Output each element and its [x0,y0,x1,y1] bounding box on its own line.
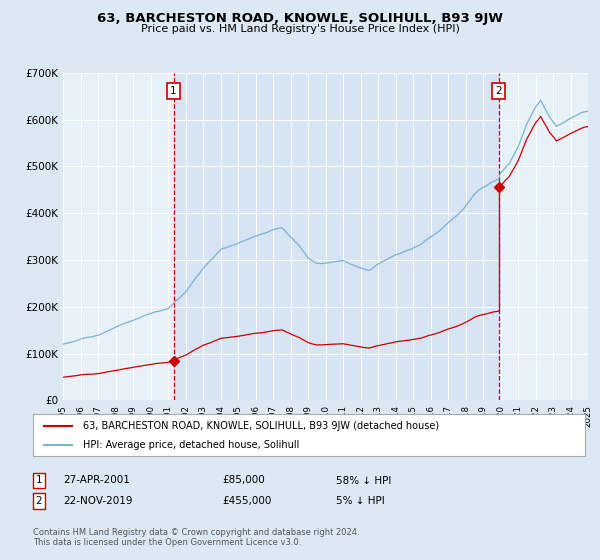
Bar [173,73,499,400]
Text: 58% ↓ HPI: 58% ↓ HPI [336,475,391,486]
Text: Price paid vs. HM Land Registry's House Price Index (HPI): Price paid vs. HM Land Registry's House … [140,24,460,34]
Text: 63, BARCHESTON ROAD, KNOWLE, SOLIHULL, B93 9JW (detached house): 63, BARCHESTON ROAD, KNOWLE, SOLIHULL, B… [83,421,439,431]
Text: Contains HM Land Registry data © Crown copyright and database right 2024.
This d: Contains HM Land Registry data © Crown c… [33,528,359,547]
Text: 1: 1 [35,475,43,486]
Text: 27-APR-2001: 27-APR-2001 [63,475,130,486]
Text: HPI: Average price, detached house, Solihull: HPI: Average price, detached house, Soli… [83,440,299,450]
Text: 2: 2 [496,86,502,96]
Text: £85,000: £85,000 [222,475,265,486]
Text: 63, BARCHESTON ROAD, KNOWLE, SOLIHULL, B93 9JW: 63, BARCHESTON ROAD, KNOWLE, SOLIHULL, B… [97,12,503,25]
Text: 1: 1 [170,86,177,96]
Text: £455,000: £455,000 [222,496,271,506]
Text: 22-NOV-2019: 22-NOV-2019 [63,496,133,506]
Text: 2: 2 [35,496,43,506]
Text: 5% ↓ HPI: 5% ↓ HPI [336,496,385,506]
